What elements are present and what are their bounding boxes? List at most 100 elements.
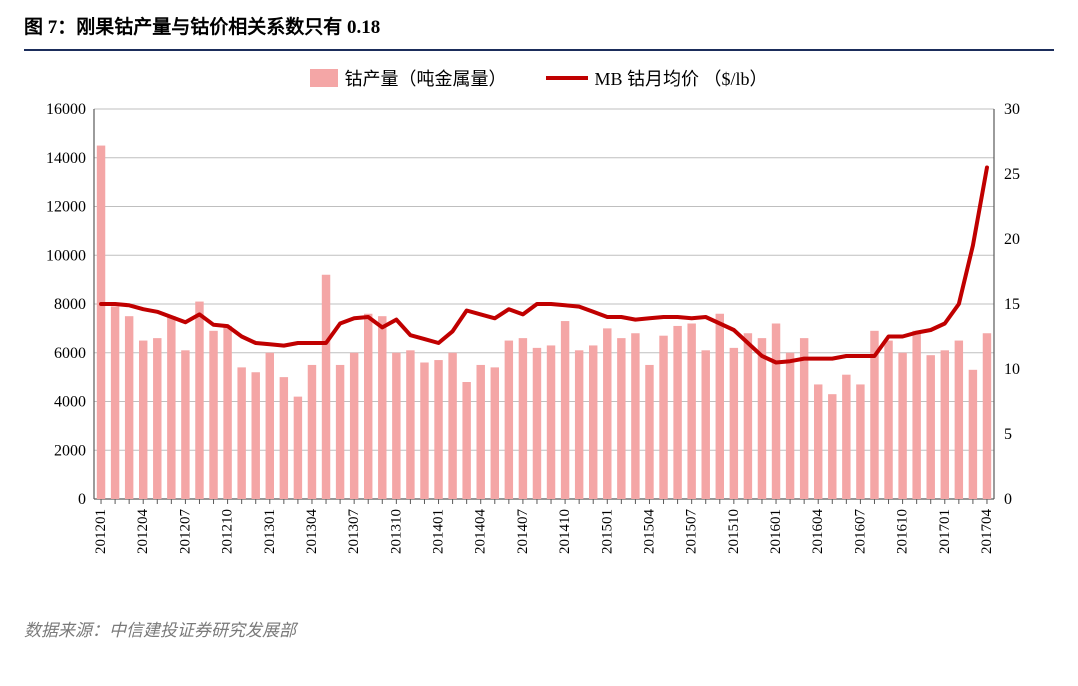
svg-text:15: 15 <box>1004 296 1020 313</box>
bar <box>561 321 569 499</box>
bar <box>533 348 541 499</box>
svg-text:4000: 4000 <box>54 394 86 411</box>
bar <box>800 338 808 499</box>
bar <box>575 350 583 499</box>
x-label: 201601 <box>768 509 784 554</box>
bar <box>491 367 499 499</box>
svg-text:14000: 14000 <box>46 150 86 167</box>
bar <box>884 341 892 499</box>
svg-text:0: 0 <box>1004 491 1012 508</box>
bar <box>842 375 850 499</box>
bar <box>392 353 400 499</box>
x-label: 201701 <box>937 509 953 554</box>
x-label: 201504 <box>641 509 657 555</box>
svg-text:16000: 16000 <box>46 101 86 118</box>
bar <box>631 333 639 499</box>
svg-text:6000: 6000 <box>54 345 86 362</box>
x-label: 201301 <box>262 509 278 554</box>
bar <box>828 394 836 499</box>
x-label: 201607 <box>852 509 868 555</box>
bar <box>448 353 456 499</box>
bar <box>153 338 161 499</box>
bar <box>786 353 794 499</box>
x-label: 201404 <box>473 509 489 555</box>
x-label: 201204 <box>135 509 151 555</box>
bar <box>420 363 428 500</box>
legend-item-line: MB 钴月均价 （$/lb） <box>546 65 767 91</box>
bar <box>308 365 316 499</box>
x-label: 201501 <box>599 509 615 554</box>
bar <box>266 353 274 499</box>
legend: 钴产量（吨金属量） MB 钴月均价 （$/lb） <box>24 65 1054 91</box>
legend-bar-label: 钴产量（吨金属量） <box>344 65 506 91</box>
x-label: 201610 <box>895 509 911 554</box>
figure-container: 图 7：刚果钴产量与钴价相关系数只有 0.18 钴产量（吨金属量） MB 钴月均… <box>0 0 1078 659</box>
x-label: 201604 <box>810 509 826 555</box>
bar <box>280 377 288 499</box>
bar <box>927 355 935 499</box>
svg-text:20: 20 <box>1004 231 1020 248</box>
bar <box>139 341 147 499</box>
x-label: 201510 <box>726 509 742 554</box>
bar <box>856 384 864 499</box>
x-label: 201704 <box>979 509 995 555</box>
data-source: 数据来源：中信建投证券研究发展部 <box>24 616 1054 641</box>
bar <box>603 328 611 499</box>
legend-line-swatch <box>546 76 588 80</box>
bar <box>814 384 822 499</box>
bar <box>223 326 231 499</box>
bar <box>350 353 358 499</box>
bar <box>969 370 977 499</box>
bar <box>758 338 766 499</box>
bar <box>744 333 752 499</box>
x-label: 201401 <box>431 509 447 554</box>
svg-text:25: 25 <box>1004 166 1020 183</box>
bar <box>364 314 372 499</box>
bar <box>547 345 555 499</box>
bar <box>167 316 175 499</box>
bar <box>983 333 991 499</box>
svg-text:10000: 10000 <box>46 247 86 264</box>
chart-area: 钴产量（吨金属量） MB 钴月均价 （$/lb） 020004000600080… <box>24 65 1054 594</box>
bar <box>252 372 260 499</box>
x-label: 201507 <box>684 509 700 555</box>
bar <box>406 350 414 499</box>
bar <box>97 146 105 499</box>
x-label: 201210 <box>220 509 236 554</box>
title-divider <box>24 49 1054 51</box>
bar <box>716 314 724 499</box>
bar <box>955 341 963 499</box>
bar <box>617 338 625 499</box>
price-line <box>101 168 987 363</box>
legend-line-label: MB 钴月均价 （$/lb） <box>594 65 767 91</box>
bar <box>912 331 920 499</box>
x-label: 201410 <box>557 509 573 554</box>
bar <box>462 382 470 499</box>
x-label: 201304 <box>304 509 320 555</box>
svg-text:5: 5 <box>1004 426 1012 443</box>
bar <box>181 350 189 499</box>
bar <box>505 341 513 499</box>
x-label: 201407 <box>515 509 531 555</box>
chart-svg: 0200040006000800010000120001400016000051… <box>24 99 1054 589</box>
svg-text:30: 30 <box>1004 101 1020 118</box>
bar <box>730 348 738 499</box>
svg-text:2000: 2000 <box>54 442 86 459</box>
bar <box>237 367 245 499</box>
bar <box>434 360 442 499</box>
svg-text:0: 0 <box>78 491 86 508</box>
svg-text:10: 10 <box>1004 361 1020 378</box>
bar <box>589 345 597 499</box>
bar <box>294 397 302 499</box>
bar <box>519 338 527 499</box>
bar <box>659 336 667 499</box>
bar <box>111 306 119 499</box>
bar <box>195 302 203 499</box>
bar <box>941 350 949 499</box>
bar <box>209 331 217 499</box>
figure-title: 图 7：刚果钴产量与钴价相关系数只有 0.18 <box>24 12 380 39</box>
figure-title-row: 图 7：刚果钴产量与钴价相关系数只有 0.18 <box>24 12 1054 45</box>
bar <box>702 350 710 499</box>
legend-item-bar: 钴产量（吨金属量） <box>310 65 506 91</box>
legend-bar-swatch <box>310 69 338 87</box>
